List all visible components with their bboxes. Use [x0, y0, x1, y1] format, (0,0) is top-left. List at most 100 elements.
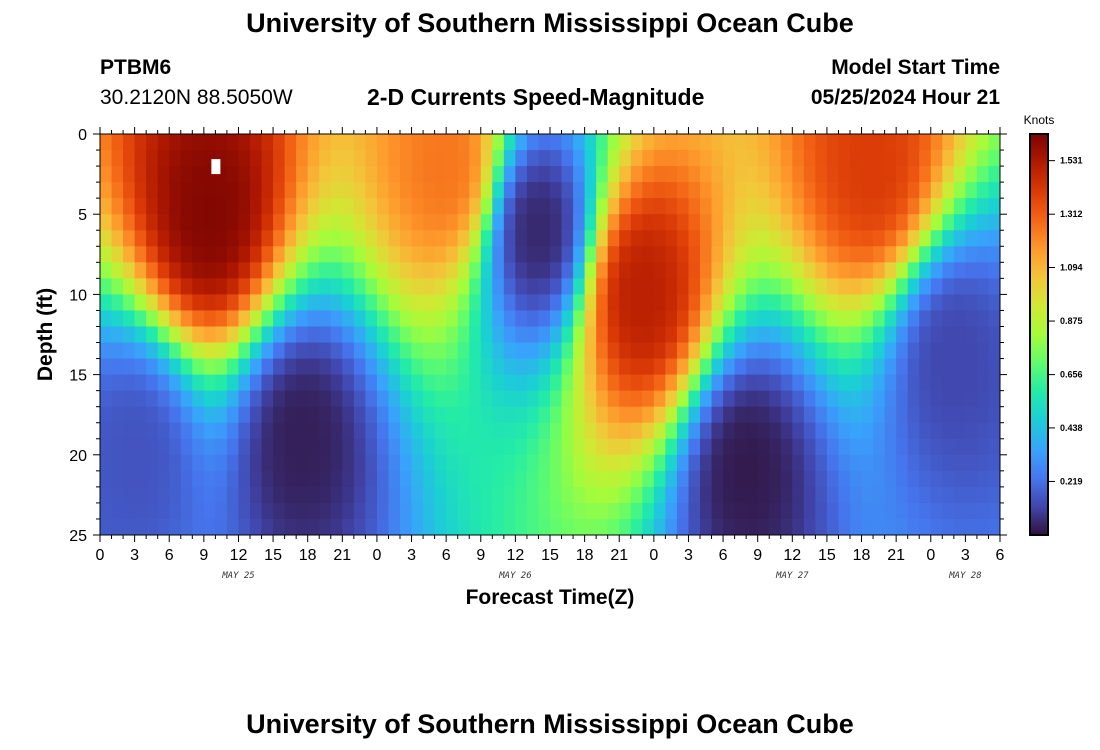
heatmap-cell [538, 246, 551, 263]
heatmap-cell [965, 326, 978, 343]
heatmap-cell [976, 294, 989, 311]
heatmap-cell [930, 470, 943, 488]
heatmap-cell [653, 198, 666, 215]
heatmap-cell [723, 310, 736, 327]
y-tick-label: 10 [69, 287, 87, 304]
heatmap-cell [850, 246, 862, 263]
heatmap-cell [988, 246, 1001, 263]
x-tick-labels: 0 3 6 9 12 15 18 21 0 3 6 9 12 15 18 21 0 3 6 9 12 15 18 21 0 3 6 [96, 547, 1005, 564]
heatmap-cell [134, 518, 147, 536]
heatmap-cell [769, 486, 782, 504]
heatmap-cell [873, 502, 886, 520]
heatmap-cell [273, 150, 286, 167]
heatmap-cell [261, 438, 274, 456]
heatmap-cell [434, 326, 447, 343]
heatmap-cell [203, 262, 216, 279]
heatmap-cell [330, 134, 343, 151]
heatmap-cell [123, 214, 136, 231]
heatmap-cell [526, 502, 539, 520]
heatmap-cell [642, 390, 655, 408]
heatmap-cell [538, 326, 551, 343]
heatmap-cell [757, 198, 770, 215]
heatmap-cell [653, 230, 666, 247]
heatmap-cell [573, 502, 586, 520]
heatmap-cell [642, 150, 655, 167]
heatmap-cell [365, 230, 378, 247]
heatmap-cell [111, 342, 124, 359]
heatmap-cell [792, 390, 805, 408]
heatmap-cell [319, 150, 332, 167]
heatmap-cell [584, 422, 597, 440]
heatmap-cell [780, 294, 793, 311]
heatmap-cell [976, 470, 989, 488]
heatmap-cell [780, 278, 793, 295]
heatmap-cell [526, 374, 539, 392]
heatmap-cell [815, 182, 828, 199]
heatmap-cell [134, 134, 147, 151]
heatmap-cell [896, 342, 909, 359]
heatmap-cell [803, 230, 816, 247]
heatmap-cell [273, 310, 286, 327]
heatmap-cell [342, 134, 355, 151]
heatmap-cell [780, 342, 793, 359]
heatmap-cell [169, 502, 182, 520]
heatmap-cell [988, 166, 1001, 183]
heatmap-cell [100, 134, 112, 151]
heatmap-cell [215, 326, 228, 343]
heatmap-cell [157, 294, 170, 311]
heatmap-cell [284, 422, 297, 440]
heatmap-cell [169, 438, 182, 456]
heatmap-cell [376, 278, 389, 295]
heatmap-cell [423, 166, 436, 183]
heatmap-cell [838, 262, 851, 279]
heatmap-cell [400, 278, 412, 295]
heatmap-cell [919, 374, 932, 392]
heatmap-cell [884, 518, 897, 536]
heatmap-cell [284, 518, 297, 536]
heatmap-cell [365, 358, 378, 375]
heatmap-cell [134, 166, 147, 183]
heatmap-cell [850, 470, 862, 488]
heatmap-cell [815, 374, 828, 392]
heatmap-cell [353, 454, 366, 472]
heatmap-cell [296, 374, 309, 392]
heatmap-cell [769, 502, 782, 520]
heatmap-cell [769, 278, 782, 295]
heatmap-cell [469, 358, 482, 375]
heatmap-cell [319, 438, 332, 456]
heatmap-cell [642, 438, 655, 456]
heatmap-cell [884, 182, 897, 199]
heatmap-cell [226, 310, 239, 327]
heatmap-cell [619, 502, 632, 520]
heatmap-cell [215, 470, 228, 488]
heatmap-cell [296, 278, 309, 295]
heatmap-cell [792, 134, 805, 151]
heatmap-cell [757, 246, 770, 263]
heatmap-cell [919, 166, 932, 183]
heatmap-cell [123, 294, 136, 311]
heatmap-cell [676, 518, 689, 536]
heatmap-cell [584, 502, 597, 520]
heatmap-cell [734, 198, 747, 215]
heatmap-cell [665, 214, 678, 231]
heatmap-cell [976, 358, 989, 375]
heatmap-cell [907, 262, 920, 279]
heatmap-cell [134, 390, 147, 408]
heatmap-cell [861, 198, 874, 215]
heatmap-cell [873, 326, 886, 343]
heatmap-cell [665, 390, 678, 408]
heatmap-cell [365, 214, 378, 231]
heatmap-cell [861, 310, 874, 327]
heatmap-cell [596, 374, 609, 392]
heatmap-cell [100, 374, 112, 392]
heatmap-cell [815, 486, 828, 504]
heatmap-cell [400, 342, 412, 359]
heatmap-cell [861, 390, 874, 408]
heatmap-cell [942, 454, 955, 472]
heatmap-cell [526, 182, 539, 199]
heatmap-cell [180, 310, 193, 327]
heatmap-cell [492, 342, 505, 359]
heatmap-cell [284, 438, 297, 456]
heatmap-cell [388, 310, 401, 327]
heatmap-cell [169, 182, 182, 199]
